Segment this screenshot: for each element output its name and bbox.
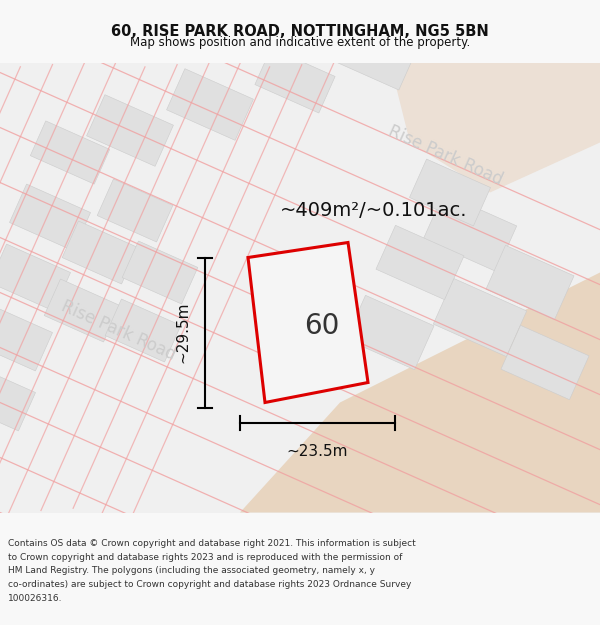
Polygon shape — [240, 272, 600, 512]
Text: ~29.5m: ~29.5m — [176, 302, 191, 363]
Polygon shape — [486, 246, 574, 319]
Polygon shape — [122, 241, 198, 304]
Polygon shape — [86, 95, 173, 166]
Polygon shape — [376, 226, 464, 299]
Text: 60: 60 — [305, 312, 340, 340]
Polygon shape — [335, 25, 415, 90]
Text: 60, RISE PARK ROAD, NOTTINGHAM, NG5 5BN: 60, RISE PARK ROAD, NOTTINGHAM, NG5 5BN — [111, 24, 489, 39]
Polygon shape — [0, 244, 71, 311]
Text: ~23.5m: ~23.5m — [287, 444, 348, 459]
Polygon shape — [105, 299, 181, 362]
Text: to Crown copyright and database rights 2023 and is reproduced with the permissio: to Crown copyright and database rights 2… — [8, 552, 402, 561]
Polygon shape — [248, 242, 368, 402]
Text: Rise Park Road: Rise Park Road — [385, 122, 505, 189]
Polygon shape — [97, 179, 173, 242]
Text: co-ordinates) are subject to Crown copyright and database rights 2023 Ordnance S: co-ordinates) are subject to Crown copyr… — [8, 580, 411, 589]
Polygon shape — [30, 121, 110, 184]
Text: Contains OS data © Crown copyright and database right 2021. This information is : Contains OS data © Crown copyright and d… — [8, 539, 416, 548]
Polygon shape — [390, 62, 600, 192]
Polygon shape — [433, 278, 527, 357]
Polygon shape — [0, 364, 35, 431]
Polygon shape — [167, 69, 253, 140]
Text: Map shows position and indicative extent of the property.: Map shows position and indicative extent… — [130, 36, 470, 49]
Polygon shape — [10, 184, 91, 251]
Polygon shape — [409, 159, 491, 226]
Polygon shape — [423, 193, 517, 272]
Text: Rise Park Road: Rise Park Road — [58, 297, 178, 364]
Text: 100026316.: 100026316. — [8, 594, 62, 602]
Polygon shape — [346, 296, 434, 369]
Polygon shape — [501, 326, 589, 399]
Polygon shape — [0, 304, 53, 371]
Text: ~409m²/~0.101ac.: ~409m²/~0.101ac. — [280, 201, 467, 220]
Polygon shape — [62, 221, 138, 284]
Text: HM Land Registry. The polygons (including the associated geometry, namely x, y: HM Land Registry. The polygons (includin… — [8, 566, 375, 575]
Polygon shape — [255, 48, 335, 113]
Polygon shape — [44, 279, 120, 342]
